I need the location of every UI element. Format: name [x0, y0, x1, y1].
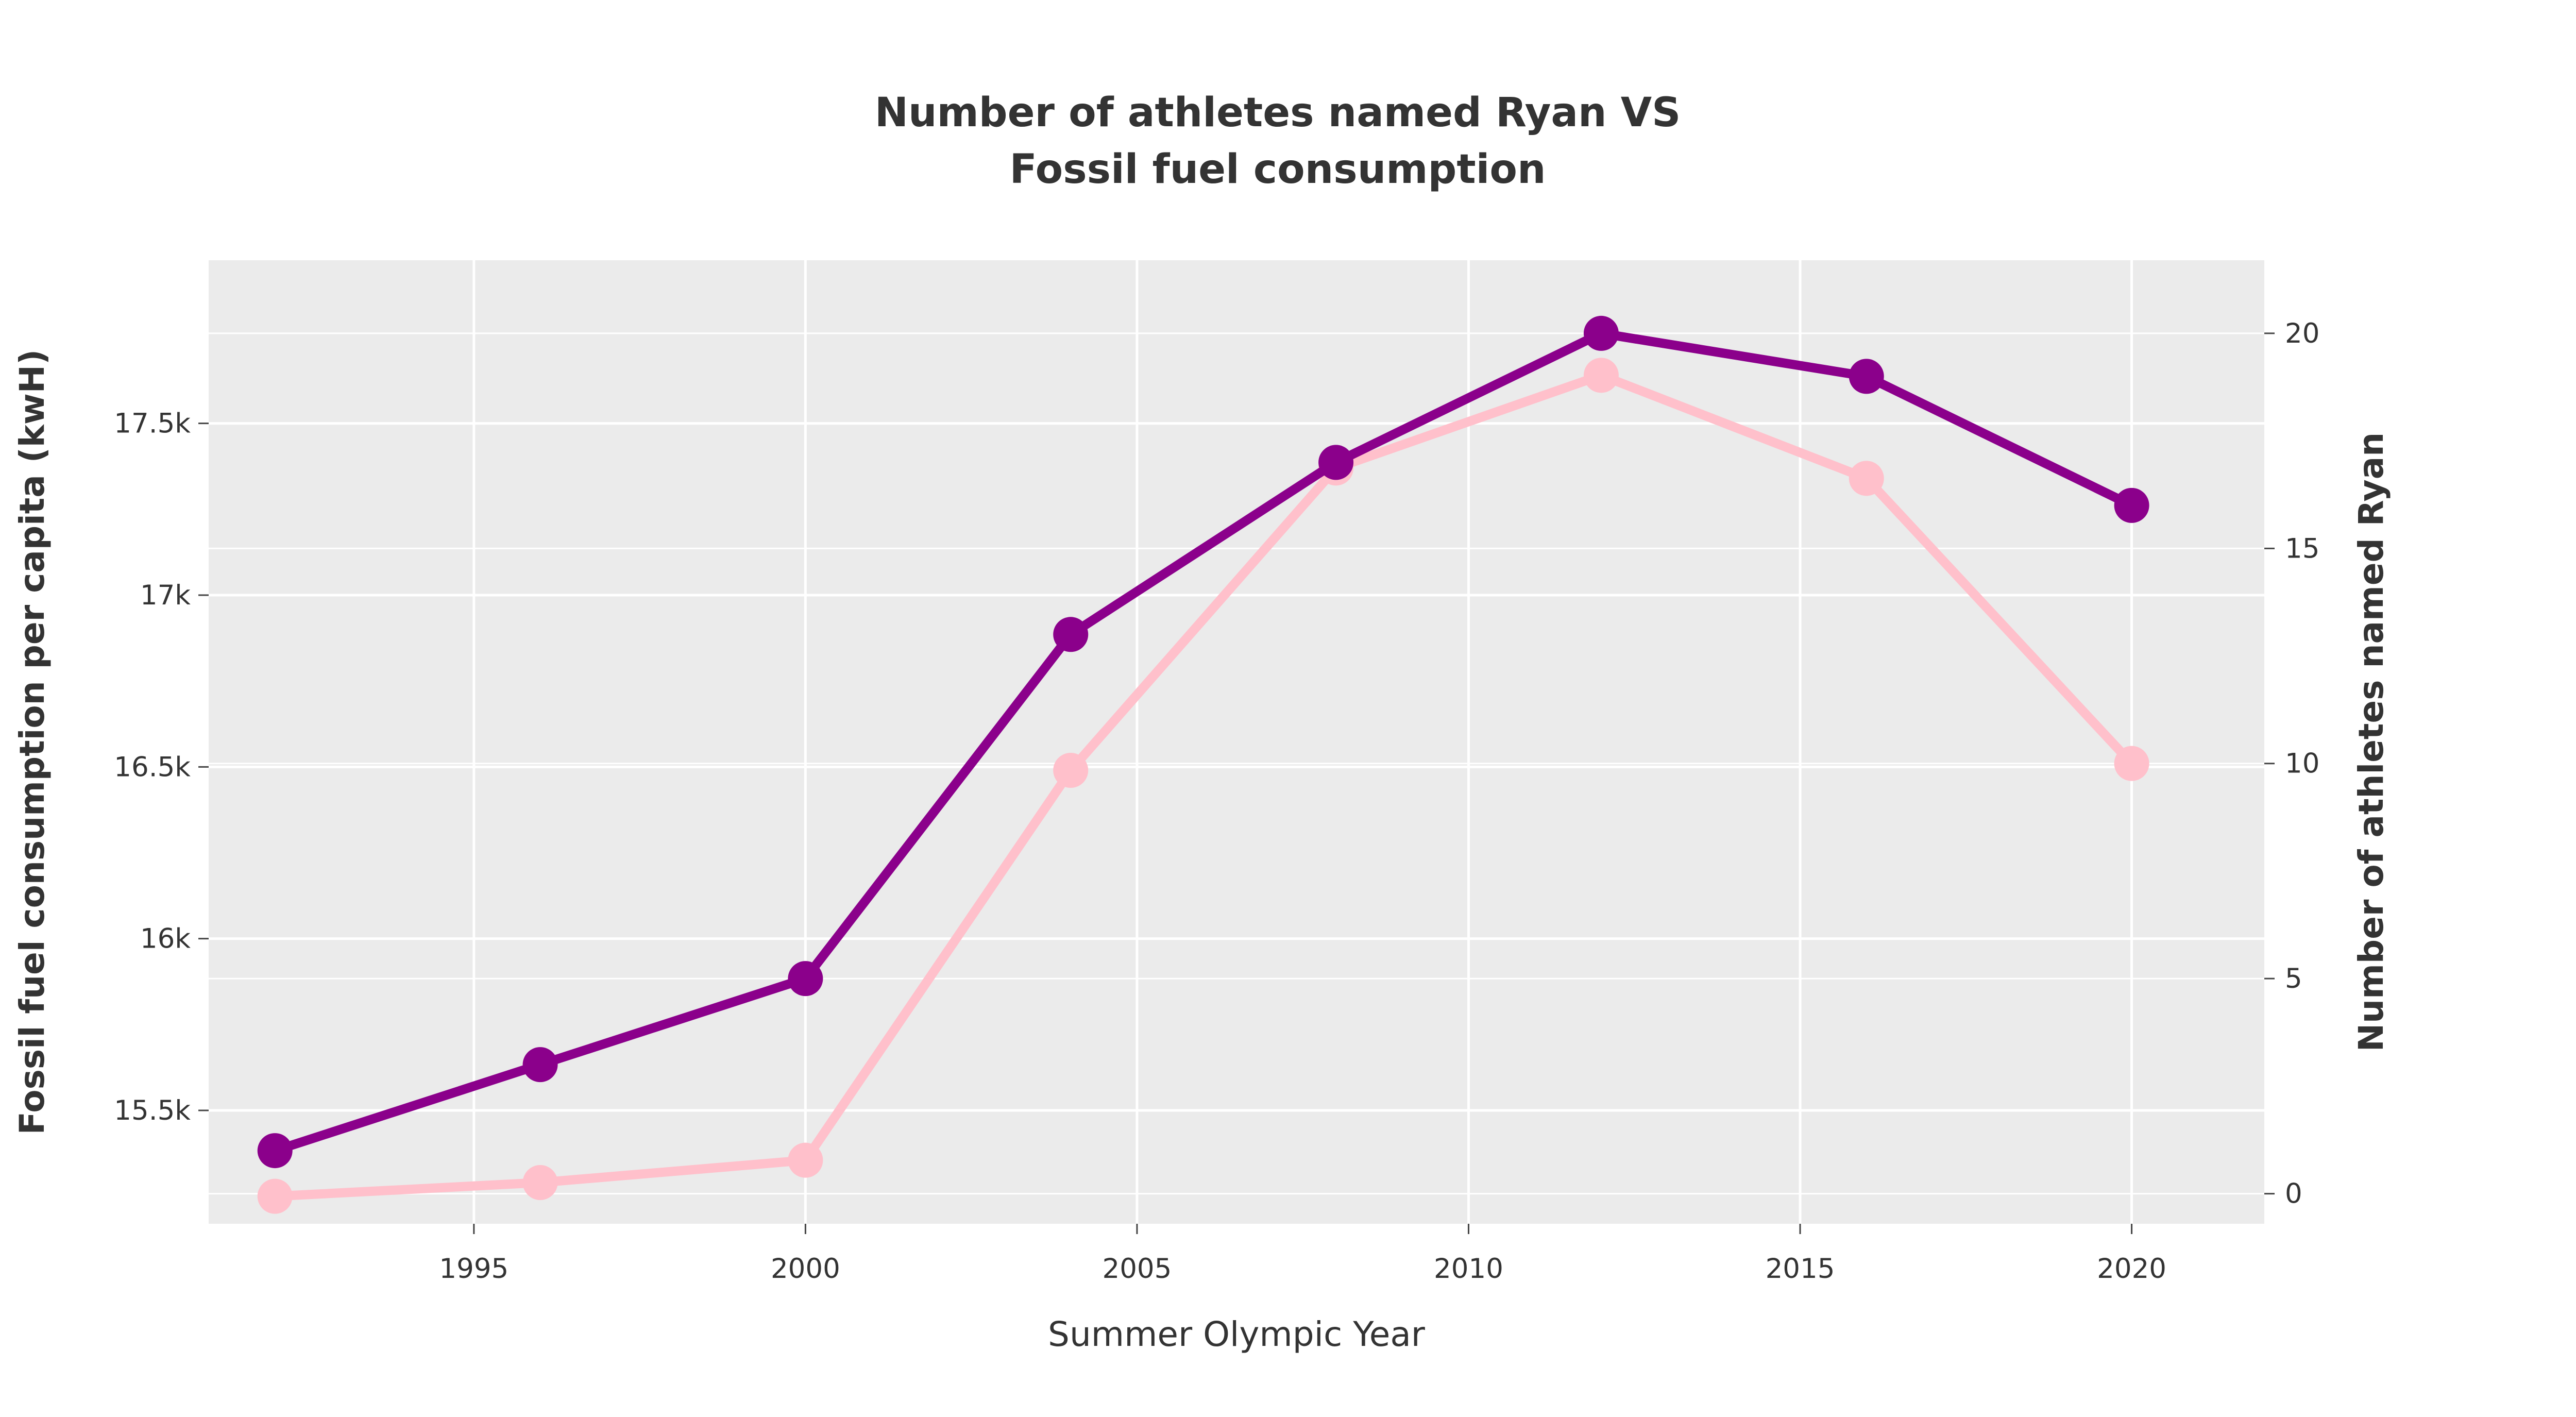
x-tick-label: 2020: [2097, 1253, 2166, 1285]
y-right-tick-label: 10: [2285, 748, 2319, 780]
y-left-tick-label: 17k: [140, 580, 191, 611]
series-2-point: [788, 961, 823, 997]
y-left-tick-label: 17.5k: [114, 408, 191, 440]
plot-background: [209, 260, 2264, 1224]
series-1-line: [270, 370, 2137, 1201]
chart-title-line-2: Fossil fuel consumption: [1009, 146, 1546, 193]
series-1-point: [257, 1178, 293, 1214]
y-left-tick-label: 16k: [140, 923, 191, 955]
y-axis-left-title: Fossil fuel consumption per capita (kwH): [12, 349, 52, 1135]
x-axis-title: Summer Olympic Year: [1048, 1314, 1426, 1354]
chart-title-line-1: Number of athletes named Ryan VS: [875, 90, 1681, 136]
series-2-point: [1849, 359, 1884, 394]
y-right-tick-label: 20: [2285, 318, 2319, 349]
series-2-point: [1053, 617, 1089, 652]
series-2-line: [270, 328, 2137, 1156]
series-1-point: [522, 1165, 558, 1200]
y-axis-right-title: Number of athletes named Ryan: [2351, 432, 2391, 1052]
axis-layer: 1995 2000 2005 2010 2015 202015.5k16k16.5k17k…: [114, 318, 2319, 1285]
y-right-tick-label: 15: [2285, 533, 2319, 564]
x-tick-label: 1995: [439, 1253, 509, 1285]
y-right-tick-label: 5: [2285, 963, 2302, 994]
series-2-point: [257, 1133, 293, 1169]
series-layer: [257, 315, 2149, 1214]
series-1-point: [2114, 746, 2149, 781]
x-tick-label: 2005: [1102, 1253, 1172, 1285]
series-2-point: [522, 1047, 558, 1083]
series-1-point: [1583, 358, 1619, 393]
series-1-point: [1053, 753, 1089, 788]
x-tick-label: 2010: [1434, 1253, 1503, 1285]
series-2-point: [1583, 315, 1619, 351]
series-2-point: [1318, 445, 1354, 480]
x-tick-label: 2015: [1766, 1253, 1835, 1285]
y-left-tick-label: 16.5k: [114, 751, 191, 783]
series-1-point: [788, 1142, 823, 1178]
series-2-point: [2114, 487, 2149, 523]
series-1-point: [1849, 461, 1884, 496]
x-tick-label: 2000: [771, 1253, 840, 1285]
y-left-tick-label: 15.5k: [114, 1095, 191, 1126]
y-right-tick-label: 0: [2285, 1178, 2302, 1210]
